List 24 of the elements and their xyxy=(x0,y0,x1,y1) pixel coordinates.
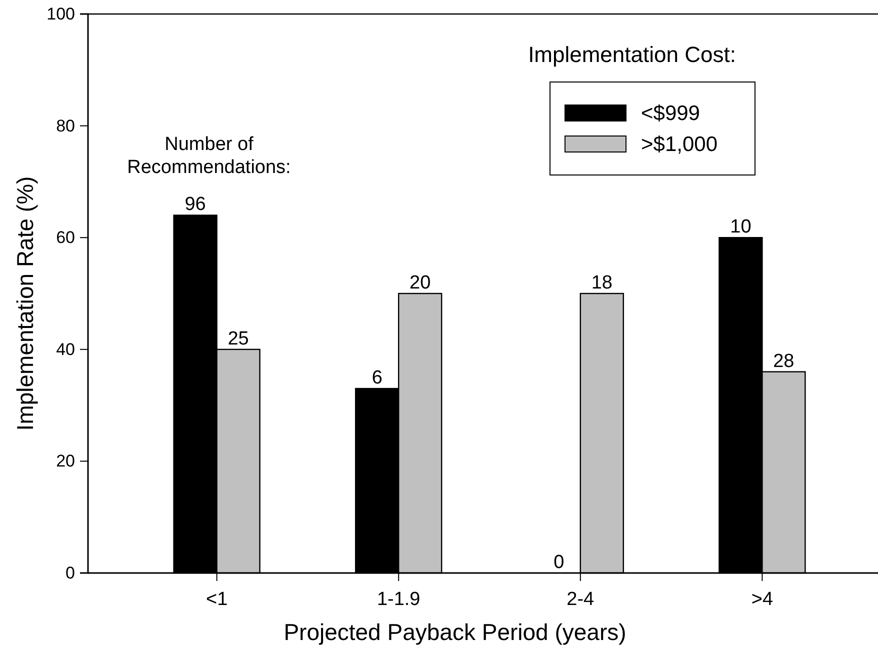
annotation: 18 xyxy=(591,272,612,294)
legend-title: Implementation Cost: xyxy=(528,42,736,67)
annotation: 10 xyxy=(730,216,752,238)
y-tick-label: 60 xyxy=(56,228,75,248)
y-tick-label: 100 xyxy=(46,4,75,24)
legend-label: >$1,000 xyxy=(641,133,718,156)
annotation: Number of Recommendations: xyxy=(127,134,291,178)
annotation: 0 xyxy=(554,552,564,573)
x-tick-label: >4 xyxy=(751,588,774,610)
y-tick-label: 0 xyxy=(66,563,75,582)
x-tick-label: 1-1.9 xyxy=(376,588,420,610)
legend-label: <$999 xyxy=(641,102,700,125)
y-tick-label: 20 xyxy=(56,452,75,471)
annotation: 96 xyxy=(184,194,206,216)
y-tick-label: 40 xyxy=(56,340,75,359)
y-axis-title: Implementation Rate (%) xyxy=(12,176,38,431)
annotation: 28 xyxy=(773,350,794,372)
x-tick-label: <1 xyxy=(206,588,228,610)
y-tick-label: 80 xyxy=(56,116,75,136)
x-axis-title: Projected Payback Period (years) xyxy=(284,619,626,645)
x-tick-label: 2-4 xyxy=(566,588,595,610)
annotation: 25 xyxy=(228,328,249,350)
annotation: 20 xyxy=(410,272,431,294)
annotation: 6 xyxy=(372,368,382,389)
